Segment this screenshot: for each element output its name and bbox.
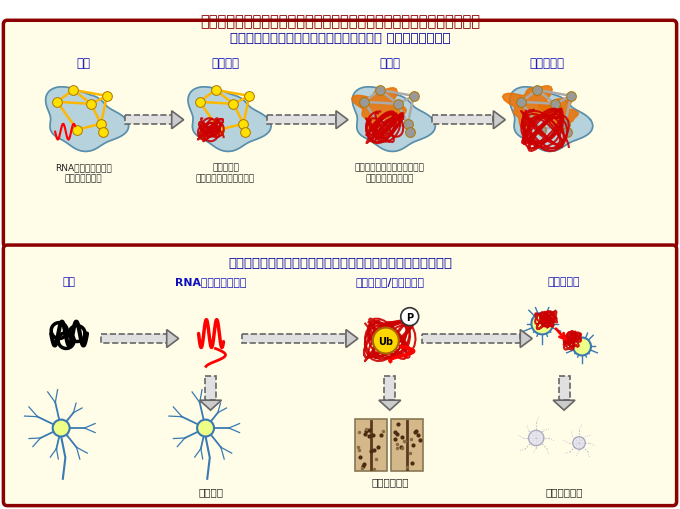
Polygon shape [494,111,505,129]
Text: 伝播・感染: 伝播・感染 [548,276,580,287]
Polygon shape [346,330,358,348]
Text: シナプス破綻: シナプス破綻 [371,476,409,486]
Text: オリゴマー/アミロイド: オリゴマー/アミロイド [355,276,424,287]
Circle shape [52,420,69,437]
FancyBboxPatch shape [432,116,494,125]
Text: RNA変化・構造変化: RNA変化・構造変化 [175,276,246,287]
Polygon shape [352,88,435,152]
Text: 老化: 老化 [76,57,90,70]
FancyBboxPatch shape [267,116,336,125]
Polygon shape [539,98,578,129]
Polygon shape [379,401,401,410]
Polygon shape [336,111,348,129]
FancyBboxPatch shape [3,21,677,247]
FancyBboxPatch shape [558,377,570,401]
Circle shape [573,338,591,356]
Polygon shape [503,87,562,130]
Polygon shape [510,88,593,152]
Polygon shape [167,330,179,348]
FancyBboxPatch shape [355,419,387,471]
FancyBboxPatch shape [242,334,346,344]
Text: Ub: Ub [378,336,393,346]
Text: 脳タンパク質老化とマクロ神経回路破綻－ 分子機構・可視化: 脳タンパク質老化とマクロ神経回路破綻－ 分子機構・可視化 [230,32,450,45]
Circle shape [528,431,544,446]
Text: 脳タンパク質老化とミクロ・マクロ神経回路破綻の解明とその関係解明: 脳タンパク質老化とミクロ・マクロ神経回路破綻の解明とその関係解明 [200,14,480,29]
Polygon shape [553,401,575,410]
Polygon shape [171,111,184,129]
Text: 前駆期: 前駆期 [379,57,401,70]
FancyBboxPatch shape [101,334,167,344]
Polygon shape [199,401,222,410]
Text: 機能低下: 機能低下 [198,486,223,496]
Polygon shape [352,89,406,132]
Text: P: P [406,312,413,322]
Text: オリゴマー
神経回路代償機転消失？: オリゴマー 神経回路代償機転消失？ [196,163,255,183]
Polygon shape [46,88,129,152]
Circle shape [573,437,585,449]
FancyBboxPatch shape [391,419,423,471]
Text: ミクロ神経回路破綻と脳タンパク質老化－分子機構・分子標的: ミクロ神経回路破綻と脳タンパク質老化－分子機構・分子標的 [228,257,452,269]
Text: 機能低下: 機能低下 [211,57,239,70]
Text: アミロイド・複数タンパク質
脳内神経回路破綻？: アミロイド・複数タンパク質 脳内神経回路破綻？ [355,163,425,183]
Circle shape [531,313,553,335]
Text: RNA異常・構造異常
神経回路異常？: RNA異常・構造異常 神経回路異常？ [54,163,112,183]
Polygon shape [188,88,271,152]
FancyBboxPatch shape [3,245,677,505]
Circle shape [197,420,214,437]
FancyBboxPatch shape [125,116,171,125]
Text: 正常: 正常 [63,276,75,287]
FancyBboxPatch shape [205,377,216,401]
FancyBboxPatch shape [384,377,395,401]
Circle shape [373,328,398,354]
Text: 神経細胞脱落: 神経細胞脱落 [545,486,583,496]
Circle shape [401,308,419,326]
Polygon shape [520,330,532,348]
FancyBboxPatch shape [422,334,520,344]
Text: 認知症発症: 認知症発症 [530,57,564,70]
